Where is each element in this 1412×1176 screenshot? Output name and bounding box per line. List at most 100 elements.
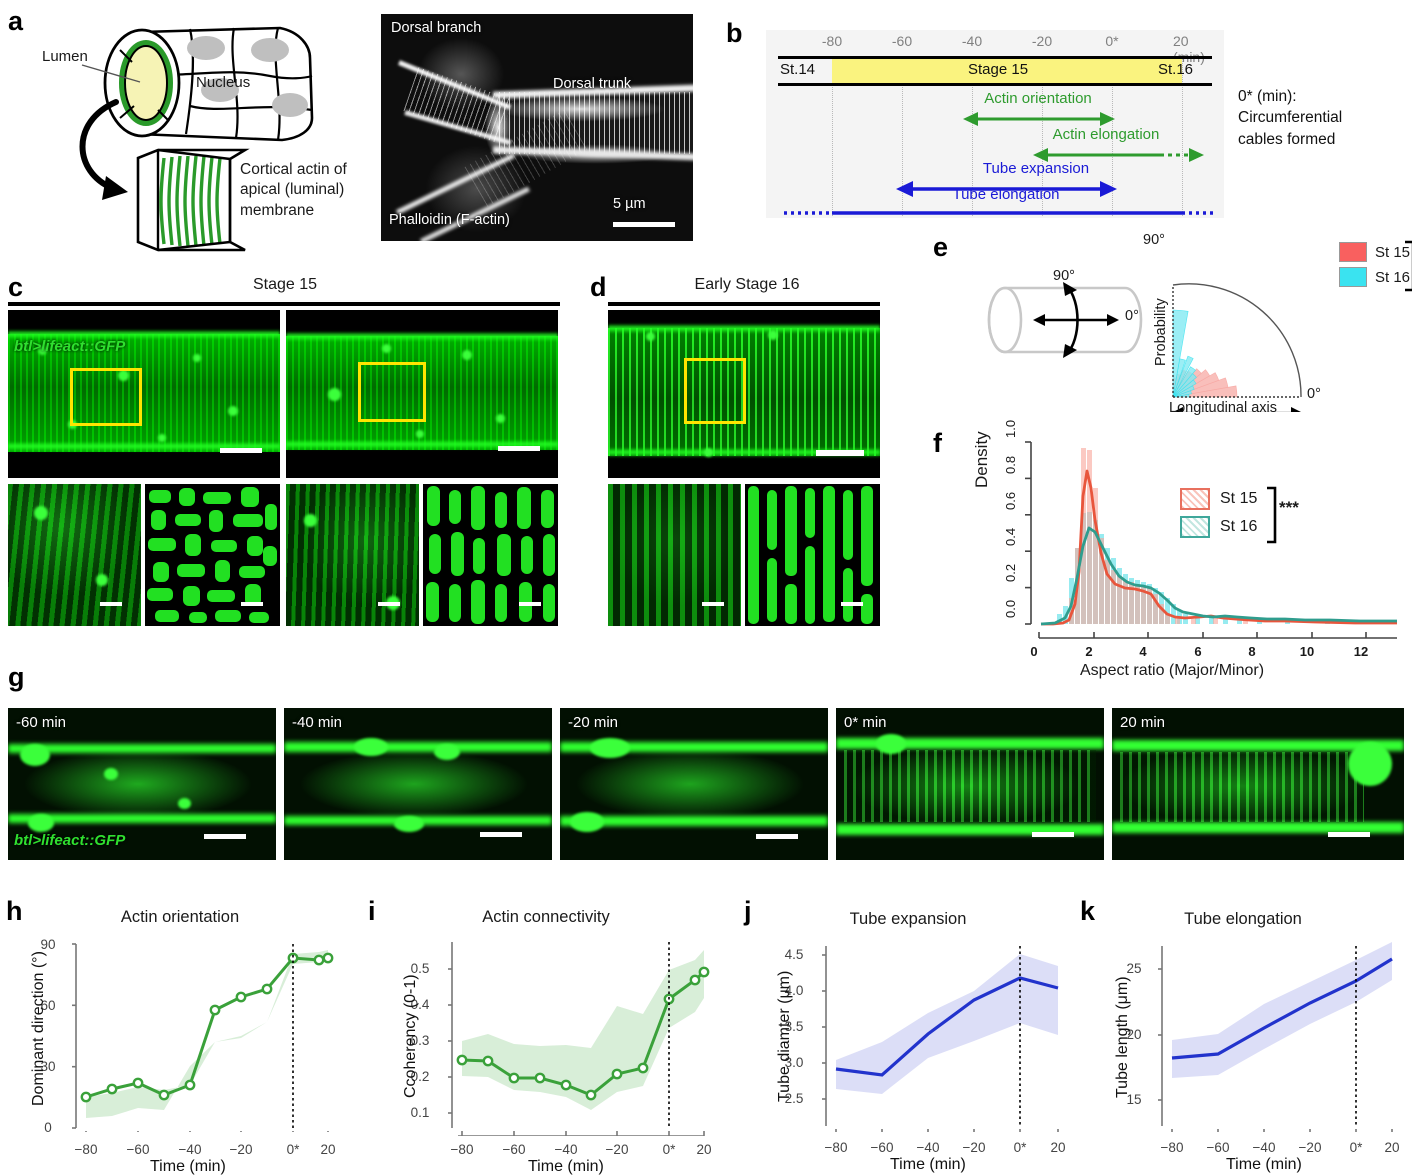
nucleus-label: Nucleus: [196, 74, 251, 91]
cortical-actin-label: Cortical actin of apical (luminal) membr…: [240, 160, 380, 221]
f-xlabel: Aspect ratio (Major/Minor): [1080, 662, 1265, 679]
panel-a: a: [0, 0, 706, 255]
cortical-line-2: apical (luminal): [240, 181, 345, 199]
legend-label-st16-e: St 16: [1375, 268, 1411, 286]
track-arrow-actin-orientation: [963, 112, 1115, 126]
panel-d-topbar: [608, 302, 880, 306]
f-xtick-8: 8: [1248, 644, 1256, 659]
h-xtick-0: 0*: [286, 1142, 300, 1157]
cylinder-90deg-label: 90°: [1053, 268, 1075, 284]
genotype-label-g: btl>lifeact::GFP: [14, 832, 126, 849]
phalloidin-micrograph: Dorsal branch Dorsal trunk Phalloidin (F…: [381, 14, 693, 241]
timelapse-frame-0: 0* min: [836, 708, 1104, 860]
i-xlabel: Time (min): [528, 1158, 604, 1175]
panel-i: i Actin connectivity 0.1 0.2 0.3 0.4 0.5…: [362, 890, 730, 1176]
rose-longitudinal-axis-label: Longitudinal axis: [1169, 400, 1278, 416]
k-ylabel: Tube length (μm): [1114, 976, 1131, 1098]
panel-f-label: f: [933, 428, 942, 458]
k-ytick-15: 15: [1126, 1092, 1142, 1107]
rose-diagram: [1172, 283, 1302, 412]
stage-15-label: Stage 15: [968, 61, 1029, 78]
cylinder-0deg-label: 0°: [1125, 308, 1139, 324]
k-xtick-20: 20: [1384, 1140, 1400, 1155]
h-ytick-0: 0: [44, 1120, 52, 1135]
panel-c-label: c: [8, 272, 24, 302]
scalebar-inset-d: [702, 602, 724, 606]
scalebar-binary-d: [841, 602, 863, 606]
panel-g: g -60 min btl>lifeact::GFP -40 min -20 m…: [0, 664, 1412, 884]
panel-j: j Tube expansion 2.5 3.0 3.5 4.0 4.5 −80…: [738, 890, 1078, 1174]
roi-box-d: [684, 358, 746, 424]
rose-90deg-label: 90°: [1143, 232, 1165, 248]
panel-f: f: [925, 420, 1412, 679]
genotype-label-c: btl>lifeact::GFP: [14, 338, 126, 355]
panel-h-label: h: [6, 896, 23, 926]
i-xtick-20: 20: [696, 1142, 712, 1157]
i-ytick-0.1: 0.1: [410, 1105, 430, 1120]
significance-bracket-f: [1267, 486, 1277, 544]
timeline-note: 0* (min): Circumferential cables formed: [1238, 86, 1342, 150]
panel-b: b -80 -60 -40 -20 0* 20 (min) St.14 Stag…: [718, 8, 1412, 238]
f-ytick-0: 0.0: [1003, 599, 1018, 618]
legend-item-st15-f: St 15: [1180, 488, 1257, 510]
timeline-grid--80: [832, 56, 833, 216]
legend-item-st15-e: St 15: [1339, 242, 1410, 262]
panel-d-title: Early Stage 16: [694, 276, 800, 293]
track-label-actin-elongation: Actin elongation: [1052, 126, 1160, 143]
panel-a-label: a: [8, 6, 24, 36]
timeline-box: -80 -60 -40 -20 0* 20 (min) St.14 Stage …: [766, 30, 1224, 218]
f-xtick-4: 4: [1139, 644, 1147, 659]
h-ytick-60: 60: [40, 998, 56, 1013]
h-xlabel: Time (min): [150, 1158, 226, 1175]
track-label-tube-expansion: Tube expansion: [982, 160, 1090, 177]
panel-c-title: Stage 15: [252, 276, 318, 293]
timeline-grid--20: [1042, 56, 1043, 216]
cylinder-angle-schematic: [987, 282, 1143, 358]
significance-stars-f: ***: [1279, 498, 1299, 517]
roi-box-c1: [70, 368, 142, 426]
panel-j-title: Tube expansion: [849, 910, 967, 928]
i-xtick--40: −40: [554, 1142, 578, 1157]
timeline-grid-20: [1182, 56, 1183, 216]
note-line-1: 0* (min):: [1238, 88, 1297, 105]
f-xtick-12: 12: [1353, 644, 1369, 659]
j-xtick-0: 0*: [1013, 1140, 1027, 1155]
legend-label-st15-f: St 15: [1220, 490, 1258, 507]
i-ytick-0.5: 0.5: [410, 961, 430, 976]
timeline-grid-0: [1112, 56, 1113, 216]
scalebar-g1: [204, 834, 246, 839]
legend-swatch-st16-e: [1339, 267, 1367, 287]
scalebar-label-a: 5 µm: [613, 196, 646, 212]
legend-swatch-st15-f: [1180, 488, 1210, 510]
i-ylabel: Ccoherency (0-1): [402, 974, 419, 1098]
tube-schematic-diagram: [79, 26, 314, 252]
timelapse-label-0: 0* min: [844, 714, 887, 731]
timeline-tick--20: -20: [1031, 33, 1053, 49]
j-ytick-3.0: 3.0: [784, 1055, 804, 1070]
h-xtick--80: −80: [74, 1142, 98, 1157]
j-xtick--80: −80: [824, 1140, 848, 1155]
lumen-label: Lumen: [42, 48, 88, 65]
legend-swatch-st15-e: [1339, 242, 1367, 262]
panel-k-plot: [1158, 942, 1393, 1132]
f-xtick-10: 10: [1299, 644, 1315, 659]
gfp-image-stage15-1: btl>lifeact::GFP: [8, 310, 280, 478]
panel-i-plot: [448, 942, 710, 1136]
timeline-rule-top: [778, 56, 1212, 59]
k-ytick-25: 25: [1126, 961, 1142, 976]
rose-0deg-label: 0°: [1307, 386, 1321, 402]
panel-i-title: Actin connectivity: [482, 908, 610, 926]
timeline-grid--60: [902, 56, 903, 216]
j-xtick--40: −40: [916, 1140, 940, 1155]
f-xtick-0: 0: [1030, 644, 1038, 659]
panel-h: h Actin orientation 0 30 60 90 −80 −60 −…: [0, 890, 360, 1176]
scalebar-inset-c2: [378, 602, 400, 606]
significance-bracket-e: [1405, 240, 1412, 292]
panel-c: c Stage 15 btl>lifeact::GFP: [0, 272, 570, 657]
rose-probability-label: Probability: [1153, 298, 1169, 366]
j-ytick-2.5: 2.5: [784, 1091, 804, 1106]
timeline-tick-0: 0*: [1105, 33, 1119, 49]
scalebar-inset-c1: [100, 602, 122, 606]
j-ylabel: Tube diamter (μm): [776, 970, 793, 1102]
cortical-line-3: membrane: [240, 201, 315, 219]
